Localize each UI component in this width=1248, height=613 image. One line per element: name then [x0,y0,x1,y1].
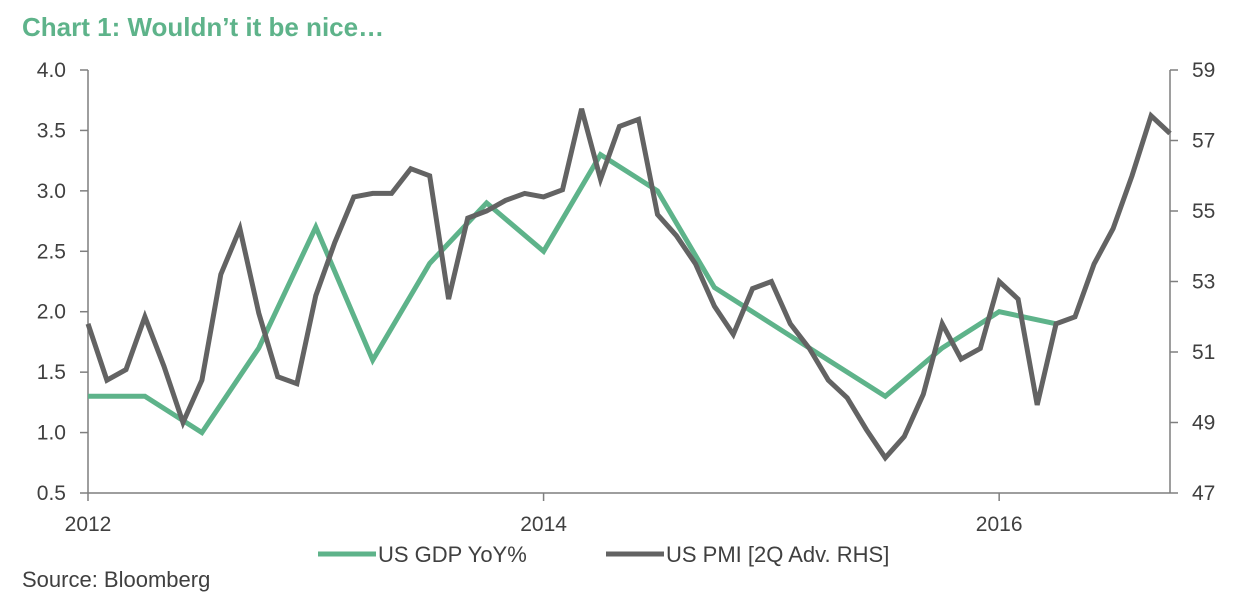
x-tick-label: 2012 [65,513,112,536]
left-tick-label: 2.5 [37,240,66,263]
right-tick-label: 57 [1192,130,1215,153]
series-layer [85,108,1172,462]
x-axis: 2012 2014 2016 [65,492,1170,536]
legend: US GDP YoY% US PMI [2Q Adv. RHS] [318,542,889,567]
right-tick-label: 49 [1192,412,1215,435]
right-y-axis: 47 49 51 53 55 57 59 [1169,59,1215,505]
source-note: Source: Bloomberg [22,567,211,592]
left-tick-label: 1.5 [37,361,66,384]
gdp-series-line [88,151,1057,437]
right-tick-label: 53 [1192,271,1215,294]
legend-label-gdp: US GDP YoY% [378,542,527,567]
x-tick-label: 2014 [520,513,567,536]
left-tick-label: 3.0 [37,180,66,203]
pmi-series-line [85,108,1172,462]
right-tick-label: 51 [1192,341,1215,364]
right-tick-label: 59 [1192,59,1215,82]
right-tick-label: 55 [1192,200,1215,223]
left-y-axis: 0.5 1.0 1.5 2.0 2.5 3.0 3.5 4.0 [37,59,89,505]
left-tick-label: 4.0 [37,59,66,82]
chart-title: Chart 1: Wouldn’t it be nice… [22,12,385,42]
left-tick-label: 2.0 [37,301,66,324]
left-tick-label: 0.5 [37,482,66,505]
x-tick-label: 2016 [976,513,1023,536]
left-tick-label: 1.0 [37,422,66,445]
left-tick-label: 3.5 [37,119,66,142]
right-tick-label: 47 [1192,482,1215,505]
legend-label-pmi: US PMI [2Q Adv. RHS] [666,542,889,567]
